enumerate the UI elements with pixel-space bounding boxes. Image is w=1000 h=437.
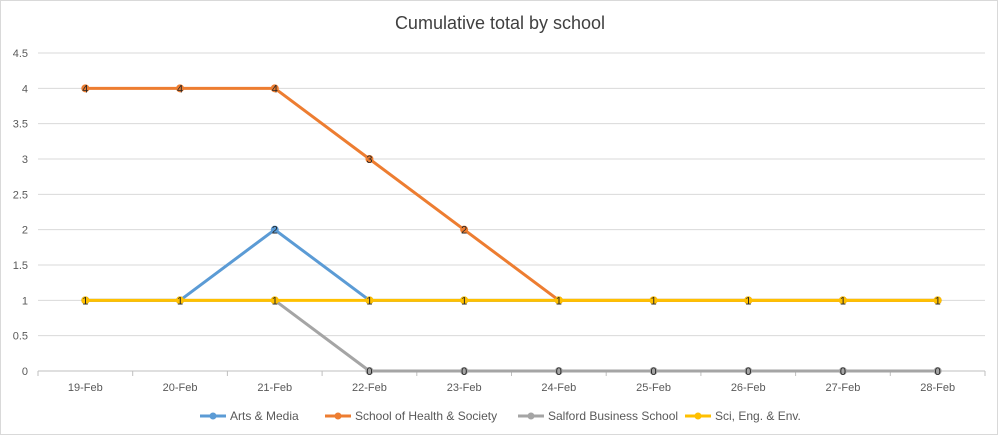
x-tick-label-0: 19-Feb [68,382,103,394]
y-tick-label-5: 2.5 [13,189,28,201]
legend-item-1: School of Health & Society [325,409,497,423]
series-2-point-3 [365,367,374,375]
legend-label-0: Arts & Media [230,409,299,423]
series-2-point-6 [649,367,658,375]
legend-swatch-marker-3 [694,412,702,420]
series-3-point-2 [270,296,279,305]
x-tick-label-7: 26-Feb [731,382,766,394]
legend: Arts & Media School of Health & Society Sa… [200,409,801,423]
series-2-label-4: 0 [461,366,467,378]
series-2-point-4 [460,367,469,375]
series-3-label-2: 1 [272,295,278,307]
series-3-label-9: 1 [935,295,941,307]
chart-title: Cumulative total by school [394,13,606,33]
y-tick-label-9: 4.5 [13,48,28,60]
x-tick-label-8: 27-Feb [826,382,861,394]
x-tick-label-9: 28-Feb [920,382,955,394]
legend-swatch-marker-0 [209,412,217,420]
x-tick-label-2: 21-Feb [257,382,292,394]
legend-item-3: Sci, Eng. & Env. [685,409,801,423]
legend-swatch-marker-1 [334,412,342,420]
series-1-point-2 [270,84,279,93]
series-1-label-4: 2 [461,225,467,237]
x-tick-label-5: 24-Feb [541,382,576,394]
legend-item-2: Salford Business School [518,409,678,423]
series-3-point-4 [460,296,469,305]
series-3-point-3 [365,296,374,305]
y-tick-label-0: 0 [22,366,28,378]
series-3-point-7 [744,296,753,305]
y-tick-label-8: 4 [22,83,28,95]
series-3-point-1 [176,296,185,305]
series-2-point-9 [933,367,942,375]
series-3-label-0: 1 [82,295,88,307]
gridlines [38,52,985,372]
y-tick-label-6: 3 [22,154,28,166]
series-1-point-3 [365,155,374,163]
y-axis: 0 0.5 1 1.5 2 2.5 3 3.5 4 4.5 [13,48,28,378]
series-lines [81,84,942,375]
y-tick-label-3: 1.5 [13,260,28,272]
series-0-point-2 [270,225,279,234]
x-tick-label-4: 23-Feb [447,382,482,394]
series-2-point-8 [838,367,847,375]
legend-swatch-marker-2 [527,412,535,420]
series-2-label-6: 0 [650,366,656,378]
series-3-point-6 [649,296,658,305]
series-2-label-7: 0 [745,366,751,378]
y-tick-label-4: 2 [22,225,28,237]
y-tick-label-7: 3.5 [13,119,28,131]
series-3-label-5: 1 [556,295,562,307]
series-0-label-2: 2 [272,225,278,237]
series-1-label-3: 3 [366,154,372,166]
legend-item-0: Arts & Media [200,409,299,423]
series-2-point-7 [744,367,753,375]
series-2-label-5: 0 [556,366,562,378]
series-2-label-9: 0 [935,366,941,378]
series-1-label-1: 4 [177,83,183,95]
series-3-label-3: 1 [366,295,372,307]
series-1-label-2: 4 [272,83,278,95]
series-3-point-8 [838,296,847,305]
series-3-label-7: 1 [745,295,751,307]
data-labels: 2 4 4 4 3 2 0 0 0 0 0 0 0 1 1 1 1 1 1 1 1 1 1 [82,83,940,378]
series-3-point-9 [933,296,942,305]
y-tick-label-1: 0.5 [13,331,28,343]
legend-label-3: Sci, Eng. & Env. [715,409,801,423]
legend-label-1: School of Health & Society [355,409,497,423]
series-2-point-5 [554,367,563,375]
series-3-label-8: 1 [840,295,846,307]
series-2-label-8: 0 [840,366,846,378]
series-2-label-3: 0 [366,366,372,378]
series-3-point-0 [81,296,90,305]
series-1-point-4 [460,225,469,234]
series-3-point-5 [554,296,563,305]
series-1-point-0 [81,84,90,93]
x-tick-label-3: 22-Feb [352,382,387,394]
series-1-label-0: 4 [82,83,88,95]
series-3-label-6: 1 [650,295,656,307]
series-1-point-1 [176,84,185,93]
x-tick-label-6: 25-Feb [636,382,671,394]
y-tick-label-2: 1 [22,295,28,307]
series-3-label-1: 1 [177,295,183,307]
x-tick-label-1: 20-Feb [163,382,198,394]
legend-label-2: Salford Business School [548,409,678,423]
series-3-label-4: 1 [461,295,467,307]
